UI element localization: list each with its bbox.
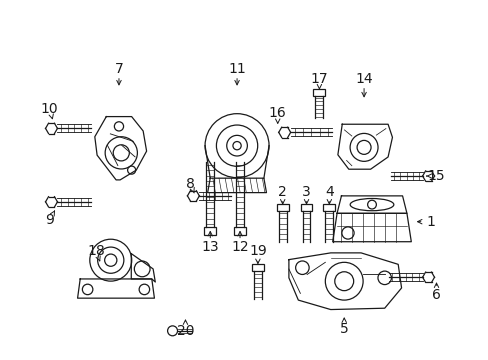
Text: 8: 8 bbox=[185, 177, 194, 191]
Text: 2: 2 bbox=[278, 185, 286, 199]
Text: 18: 18 bbox=[87, 244, 105, 258]
Text: 5: 5 bbox=[339, 322, 348, 336]
Text: 17: 17 bbox=[310, 72, 327, 86]
Text: 11: 11 bbox=[228, 62, 245, 76]
Text: 12: 12 bbox=[231, 240, 248, 255]
Text: 20: 20 bbox=[176, 324, 194, 338]
Text: 3: 3 bbox=[302, 185, 310, 199]
Text: 1: 1 bbox=[425, 215, 434, 229]
Text: 16: 16 bbox=[268, 105, 286, 120]
Text: 13: 13 bbox=[201, 240, 219, 255]
Text: 4: 4 bbox=[325, 185, 333, 199]
Text: 14: 14 bbox=[354, 72, 372, 86]
Text: 7: 7 bbox=[114, 62, 123, 76]
Text: 19: 19 bbox=[248, 244, 266, 258]
Text: 15: 15 bbox=[427, 169, 445, 183]
Text: 6: 6 bbox=[431, 288, 440, 302]
Text: 10: 10 bbox=[41, 102, 58, 116]
Text: 9: 9 bbox=[45, 213, 54, 227]
